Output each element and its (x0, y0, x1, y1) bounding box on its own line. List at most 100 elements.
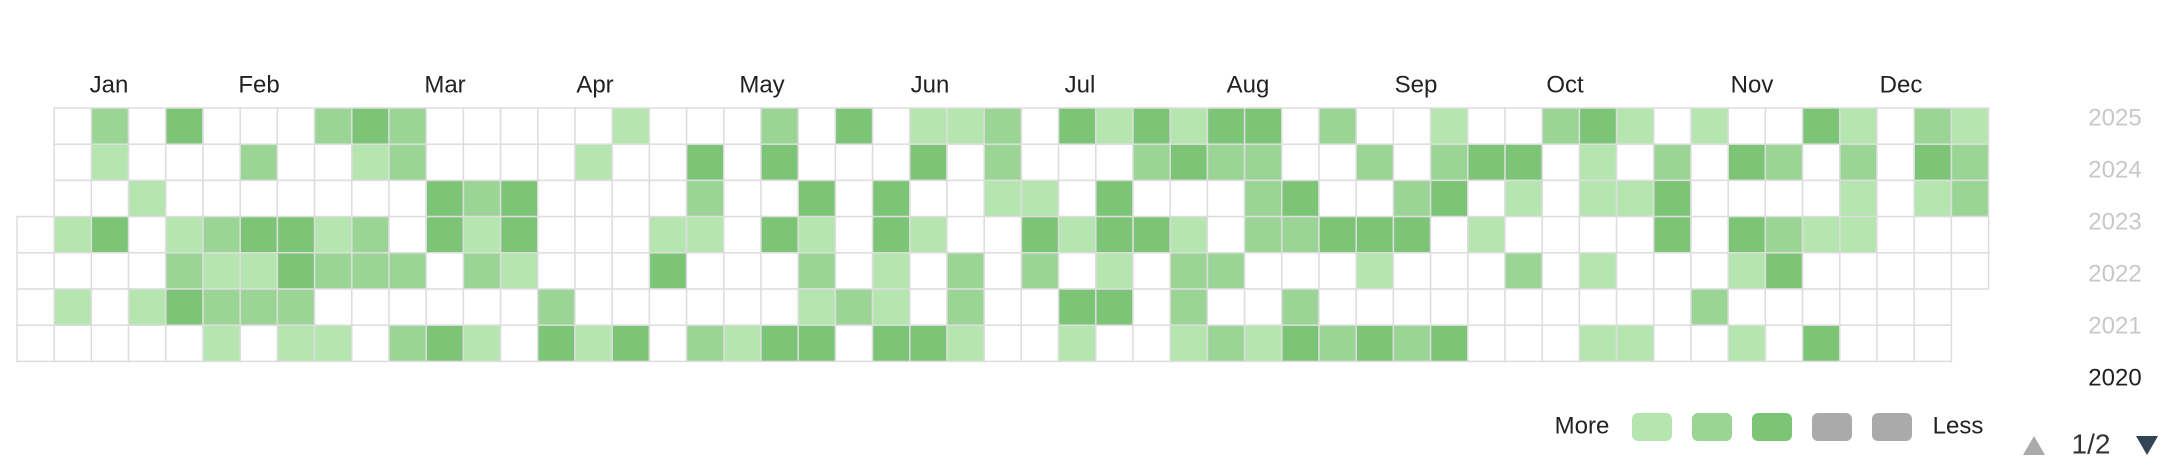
day-cell (1913, 179, 1953, 218)
page-down[interactable] (2136, 436, 2158, 455)
day-cell (1504, 107, 1543, 145)
day-cell (1578, 215, 1618, 254)
day-cell (1057, 288, 1097, 326)
year-option[interactable]: 2021 (2088, 312, 2141, 339)
day-cell (537, 324, 576, 363)
day-cell (1206, 107, 1246, 145)
day-cell (834, 215, 874, 254)
day-cell (1057, 215, 1097, 254)
day-cell (1392, 324, 1432, 363)
day-cell (871, 324, 911, 363)
page-up[interactable] (2023, 436, 2045, 455)
month-label: Jun (911, 71, 950, 98)
day-cell (1727, 215, 1767, 254)
day-cell (537, 288, 576, 326)
month-label: May (739, 71, 784, 98)
day-cell (574, 179, 613, 218)
day-cell (1467, 179, 1506, 218)
day-cell (1504, 252, 1543, 290)
day-cell (90, 252, 130, 290)
day-cell (1095, 143, 1134, 182)
day-cell (1243, 252, 1283, 290)
day-cell (462, 143, 502, 182)
day-cell (1355, 107, 1395, 145)
day-cell (1913, 107, 1953, 145)
day-cell (425, 179, 465, 218)
day-cell (1095, 107, 1134, 145)
day-cell (946, 107, 985, 145)
day-cell (611, 179, 651, 218)
year-option[interactable]: 2024 (2088, 156, 2141, 183)
day-cell (239, 252, 279, 290)
day-cell (648, 324, 688, 363)
day-cell (1169, 252, 1209, 290)
day-cell (1690, 107, 1729, 145)
day-cell (537, 252, 576, 290)
day-cell (239, 215, 279, 254)
year-option[interactable]: 2025 (2088, 104, 2141, 131)
day-cell (313, 324, 353, 363)
day-cell (760, 215, 799, 254)
day-cell (1578, 324, 1618, 363)
year-option[interactable]: 2022 (2088, 260, 2141, 287)
day-cell (1132, 324, 1171, 363)
day-cell (53, 288, 93, 326)
day-cell (611, 252, 651, 290)
day-cell (1281, 288, 1320, 326)
day-cell (1615, 324, 1655, 363)
day-cell (1801, 215, 1841, 254)
day-cell (648, 107, 688, 145)
day-cell (685, 324, 725, 363)
day-cell (1132, 179, 1171, 218)
legend-swatch (1632, 413, 1672, 441)
day-cell (1801, 143, 1841, 182)
day-cell (1318, 288, 1357, 326)
day-cell (499, 252, 539, 290)
legend-swatch (1692, 413, 1732, 441)
day-cell (1057, 107, 1097, 145)
day-cell (1950, 179, 1990, 218)
day-cell (1392, 288, 1432, 326)
year-option[interactable]: 2023 (2088, 208, 2141, 235)
day-cell (946, 179, 985, 218)
day-cell (1355, 324, 1395, 363)
day-cell (1541, 252, 1581, 290)
day-cell (723, 252, 762, 290)
day-cell (313, 288, 353, 326)
day-cell (1690, 215, 1729, 254)
day-cell (1764, 215, 1804, 254)
day-cell (202, 288, 241, 326)
day-cell (1020, 324, 1060, 363)
day-cell (1727, 179, 1767, 218)
day-cell (909, 324, 948, 363)
day-cell (1504, 143, 1543, 182)
day-cell (1057, 252, 1097, 290)
day-cell (1541, 107, 1581, 145)
day-cell (1132, 215, 1171, 254)
day-cell (127, 288, 167, 326)
day-cell (648, 179, 688, 218)
day-cell (16, 215, 55, 254)
day-cell (1392, 143, 1432, 182)
day-cell (313, 179, 353, 218)
day-cell (351, 252, 390, 290)
day-cell (983, 252, 1023, 290)
day-cell (202, 215, 241, 254)
day-cell (723, 143, 762, 182)
day-cell (1541, 215, 1581, 254)
day-cell (611, 215, 651, 254)
day-cell (276, 215, 316, 254)
day-cell (1653, 324, 1692, 363)
day-cell (127, 324, 167, 363)
day-cell (313, 107, 353, 145)
day-cell (685, 107, 725, 145)
day-cell (165, 252, 204, 290)
day-cell (239, 288, 279, 326)
day-cell (760, 324, 799, 363)
day-cell (499, 179, 539, 218)
year-option[interactable]: 2020 (2088, 364, 2141, 391)
day-cell (1467, 107, 1506, 145)
day-cell (1281, 143, 1320, 182)
day-cell (53, 143, 93, 182)
day-cell (1132, 288, 1171, 326)
